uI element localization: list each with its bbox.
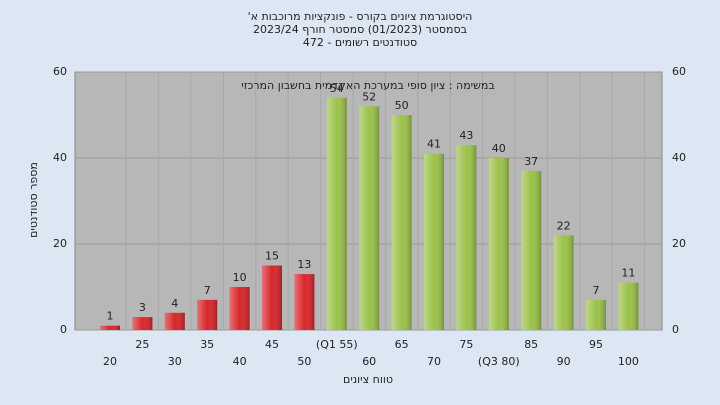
- x-tick-label: 40: [233, 355, 247, 368]
- bar-shade: [197, 299, 218, 330]
- x-tick-label: 90: [557, 355, 571, 368]
- bar-shade: [391, 115, 412, 330]
- bar-shade: [229, 287, 250, 330]
- y-tick-label: 40: [53, 151, 67, 164]
- data-label: 22: [557, 219, 571, 232]
- x-tick-label: 70: [427, 355, 441, 368]
- x-tick-label: 45: [265, 338, 279, 351]
- data-label: 50: [395, 99, 409, 112]
- x-tick-label: 30: [168, 355, 182, 368]
- x-tick-label: 20: [103, 355, 117, 368]
- data-label: 37: [524, 155, 538, 168]
- chart-subtitle: בסמסטר (01/2023) סמסטר חורף 2023/24: [253, 23, 467, 36]
- y2-tick-label: 0: [672, 323, 679, 336]
- data-label: 15: [265, 250, 279, 263]
- x-tick-label: 100: [618, 355, 639, 368]
- data-label: 11: [621, 267, 635, 280]
- x-tick-label: (Q1 55): [316, 338, 358, 351]
- bar-shade: [456, 145, 477, 330]
- data-label: 52: [362, 90, 376, 103]
- x-tick-label: 65: [395, 338, 409, 351]
- bar-shade: [618, 282, 639, 330]
- annotation: במשימה : ציון סופי במערכת האקדמית בחשבון…: [241, 79, 495, 92]
- bar-shade: [488, 158, 509, 330]
- x-tick-label: 50: [297, 355, 311, 368]
- x-tick-label: 25: [135, 338, 149, 351]
- data-label: 3: [139, 301, 146, 314]
- data-label: 10: [233, 271, 247, 284]
- y2-tick-label: 60: [672, 65, 686, 78]
- chart-subtitle: סטודנטים רשומים - 472: [303, 36, 417, 49]
- bar-shade: [359, 106, 380, 331]
- data-label: 43: [459, 129, 473, 142]
- data-label: 54: [330, 82, 344, 95]
- data-label: 7: [204, 284, 211, 297]
- data-label: 4: [171, 297, 178, 310]
- y-tick-label: 0: [60, 323, 67, 336]
- x-tick-label: (Q3 80): [478, 355, 520, 368]
- data-label: 41: [427, 138, 441, 151]
- bar-shade: [326, 97, 347, 330]
- x-tick-label: 85: [524, 338, 538, 351]
- bar-shade: [132, 317, 153, 330]
- bar-shade: [424, 153, 444, 330]
- x-tick-label: 60: [362, 355, 376, 368]
- bar-shade: [586, 299, 606, 330]
- bar-shade: [294, 274, 315, 330]
- x-tick-label: 75: [459, 338, 473, 351]
- y-tick-label: 20: [53, 237, 67, 250]
- data-label: 13: [297, 258, 311, 271]
- chart-title: היסטוגרמת ציונים בקורס - פונקציות מרוכבו…: [248, 10, 473, 23]
- y2-tick-label: 40: [672, 151, 686, 164]
- bar-shade: [164, 312, 185, 330]
- bar-shade: [100, 325, 120, 330]
- x-axis-label: טווח ציונים: [343, 373, 393, 386]
- y2-tick-label: 20: [672, 237, 686, 250]
- y-axis-label: מספר סטודנטים: [27, 162, 40, 238]
- x-tick-label: 35: [200, 338, 214, 351]
- data-label: 40: [492, 142, 506, 155]
- x-tick-label: 95: [589, 338, 603, 351]
- data-label: 1: [107, 310, 114, 323]
- bar-shade: [521, 170, 542, 330]
- bar-shade: [553, 235, 574, 330]
- bar-shade: [262, 265, 282, 330]
- data-label: 7: [593, 284, 600, 297]
- y-tick-label: 60: [53, 65, 67, 78]
